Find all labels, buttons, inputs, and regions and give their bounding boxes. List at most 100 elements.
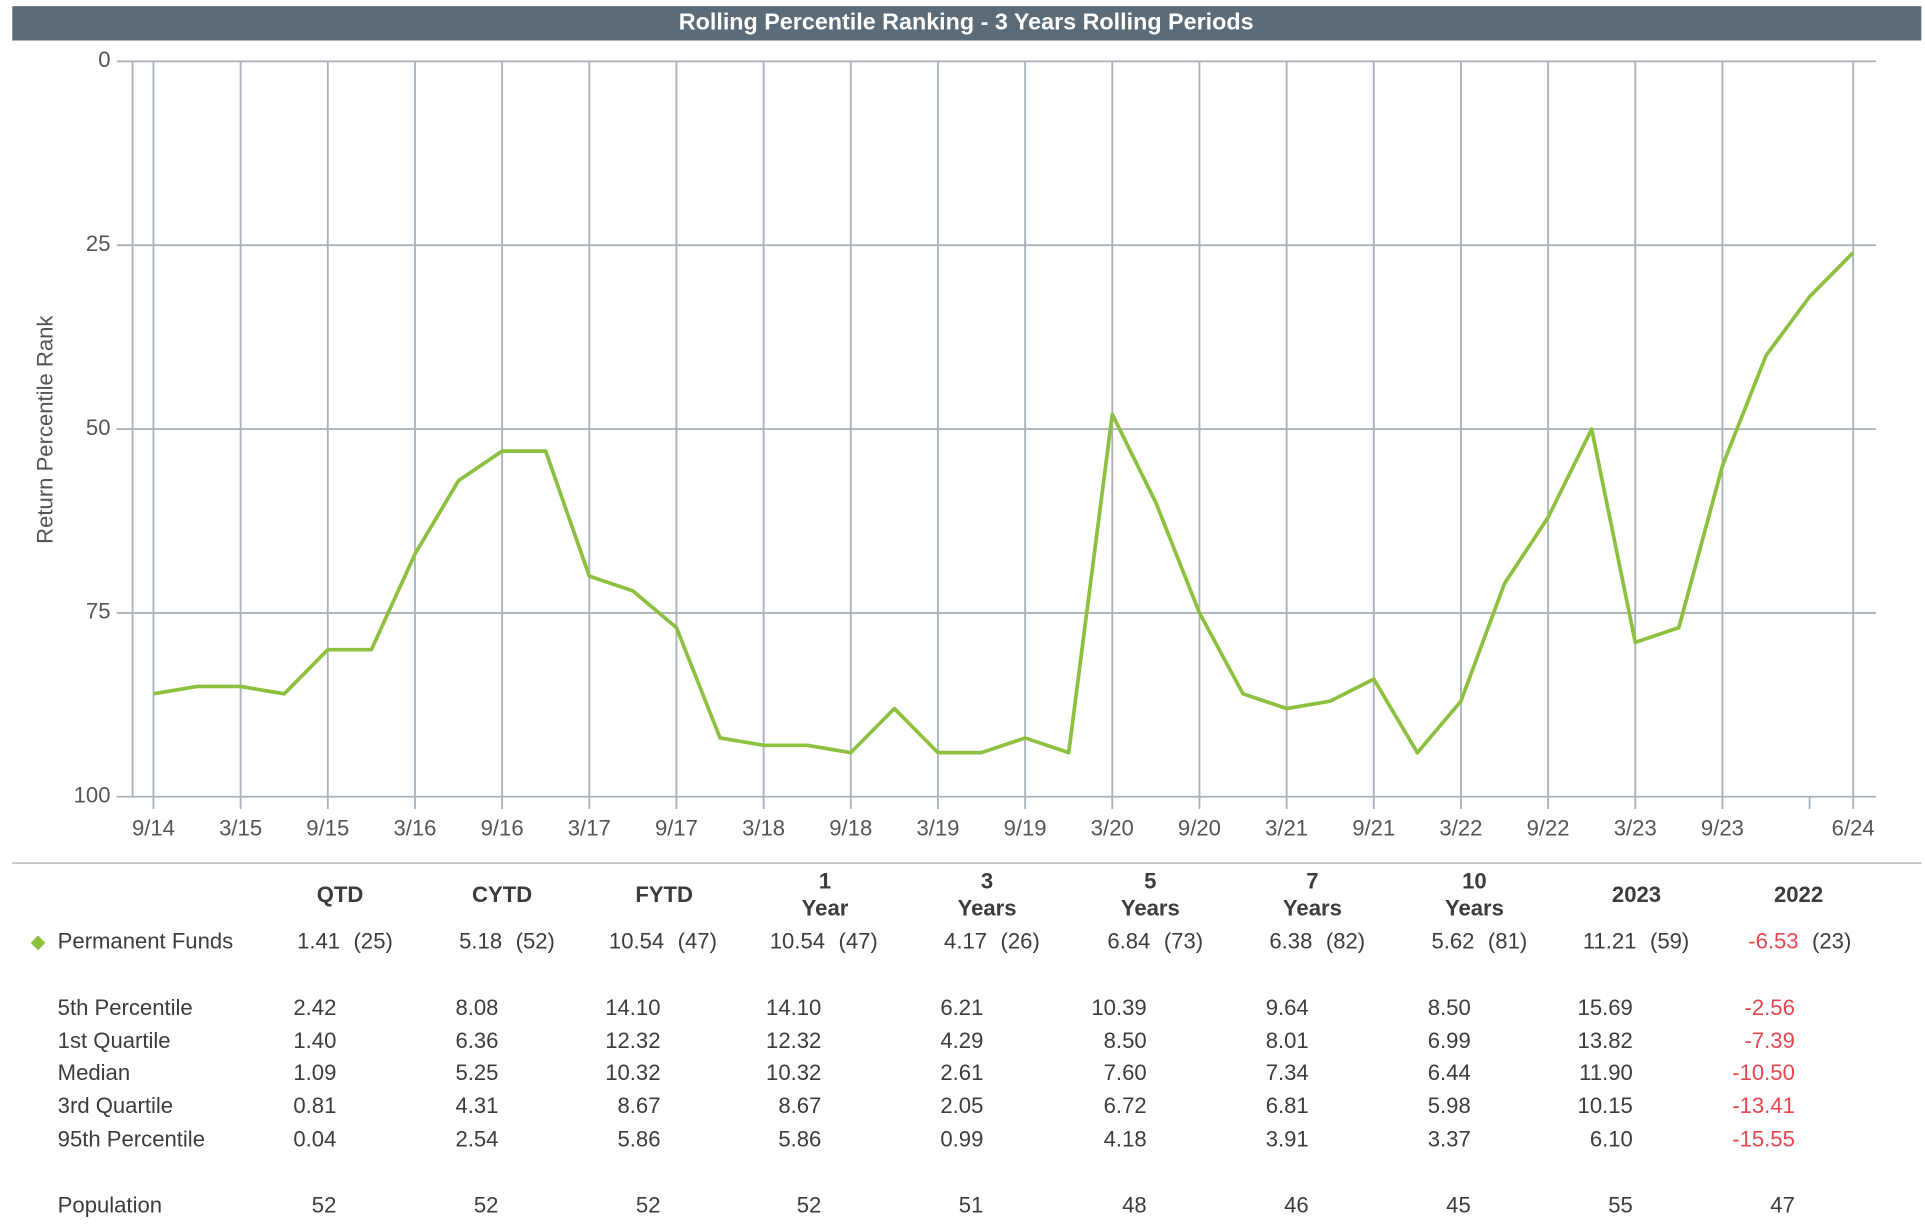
column-header: 3 <box>981 869 993 894</box>
column-header: 1 <box>819 869 831 894</box>
x-tick-label: 9/20 <box>1178 816 1221 841</box>
cell: 15.69 <box>1578 995 1633 1020</box>
x-tick-label: 9/21 <box>1352 816 1395 841</box>
cell: 5.86 <box>778 1126 821 1151</box>
cell: 6.81 <box>1266 1093 1309 1118</box>
cell: 5.98 <box>1428 1093 1471 1118</box>
cell: 6.72 <box>1104 1093 1147 1118</box>
fund-marker <box>30 935 46 951</box>
cell: 6.36 <box>455 1028 498 1053</box>
row-label: Population <box>58 1193 162 1218</box>
cell: 12.32 <box>605 1028 660 1053</box>
cell: 10.32 <box>605 1060 660 1085</box>
cell: 48 <box>1122 1193 1147 1218</box>
cell: 8.67 <box>778 1093 821 1118</box>
fund-rank: (82) <box>1326 929 1365 954</box>
column-header: FYTD <box>635 882 693 907</box>
cell: 4.29 <box>940 1028 983 1053</box>
title-bar <box>12 6 1922 41</box>
fund-value: 6.84 <box>1107 929 1150 954</box>
fund-rank: (23) <box>1812 929 1851 954</box>
x-tick-label: 9/14 <box>132 816 175 841</box>
x-tick-label: 9/19 <box>1004 816 1047 841</box>
column-header: Year <box>802 896 849 921</box>
column-header: 10 <box>1462 869 1487 894</box>
cell: 2.61 <box>940 1060 983 1085</box>
row-label: 1st Quartile <box>58 1028 171 1053</box>
fund-rank: (59) <box>1650 929 1689 954</box>
x-tick-label: 9/18 <box>829 816 872 841</box>
x-tick-label: 9/23 <box>1701 816 1744 841</box>
column-header: Years <box>1283 896 1342 921</box>
x-tick-label: 3/18 <box>742 816 785 841</box>
cell: 52 <box>636 1193 661 1218</box>
cell: 6.10 <box>1590 1126 1633 1151</box>
y-tick-label: 100 <box>74 783 111 808</box>
cell: 7.60 <box>1104 1060 1147 1085</box>
cell: 14.10 <box>605 995 660 1020</box>
cell: 8.67 <box>618 1093 661 1118</box>
fund-value: -6.53 <box>1748 929 1798 954</box>
column-header: 2022 <box>1774 882 1823 907</box>
cell: 3.37 <box>1428 1126 1471 1151</box>
cell: 8.08 <box>455 995 498 1020</box>
x-tick-label: 9/15 <box>306 816 349 841</box>
fund-value: 10.54 <box>770 929 825 954</box>
cell: 8.50 <box>1428 995 1471 1020</box>
y-tick-label: 50 <box>86 415 111 440</box>
cell: 10.39 <box>1091 995 1146 1020</box>
fund-value: 5.18 <box>459 929 502 954</box>
x-tick-label: 3/22 <box>1439 816 1482 841</box>
fund-value: 4.17 <box>944 929 987 954</box>
column-header: 2023 <box>1612 882 1661 907</box>
cell: 6.99 <box>1428 1028 1471 1053</box>
x-tick-label: 6/24 <box>1832 816 1875 841</box>
cell: 52 <box>797 1193 822 1218</box>
cell: 46 <box>1284 1193 1309 1218</box>
column-header: Years <box>958 896 1017 921</box>
column-header: QTD <box>317 882 364 907</box>
row-label: 3rd Quartile <box>58 1093 173 1118</box>
cell: 45 <box>1446 1193 1471 1218</box>
y-tick-label: 25 <box>86 231 111 256</box>
series-line <box>153 251 1855 755</box>
y-tick-label: 75 <box>86 599 111 624</box>
cell: 13.82 <box>1578 1028 1633 1053</box>
cell: 8.01 <box>1266 1028 1309 1053</box>
row-label: 5th Percentile <box>58 995 193 1020</box>
cell: 4.31 <box>455 1093 498 1118</box>
fund-value: 6.38 <box>1269 929 1312 954</box>
cell: 2.42 <box>293 995 336 1020</box>
fund-rank: (52) <box>516 929 555 954</box>
x-tick-label: 3/16 <box>393 816 436 841</box>
cell: 12.32 <box>766 1028 821 1053</box>
column-header: 5 <box>1144 869 1156 894</box>
x-tick-label: 3/23 <box>1614 816 1657 841</box>
cell: 1.40 <box>293 1028 336 1053</box>
cell: 2.05 <box>940 1093 983 1118</box>
cell: 55 <box>1608 1193 1633 1218</box>
column-header: 7 <box>1306 869 1318 894</box>
cell: 52 <box>312 1193 337 1218</box>
row-label: Median <box>58 1060 130 1085</box>
fund-value: 10.54 <box>609 929 664 954</box>
x-tick-label: 9/17 <box>655 816 698 841</box>
cell: 10.15 <box>1578 1093 1633 1118</box>
x-tick-label: 3/19 <box>916 816 959 841</box>
fund-rank: (47) <box>839 929 878 954</box>
cell: 14.10 <box>766 995 821 1020</box>
cell: 51 <box>959 1193 984 1218</box>
chart-title: Rolling Percentile Ranking - 3 Years Rol… <box>679 8 1254 34</box>
cell: 5.86 <box>618 1126 661 1151</box>
fund-value: 5.62 <box>1431 929 1474 954</box>
fund-rank: (25) <box>354 929 393 954</box>
cell: 0.04 <box>293 1126 336 1151</box>
cell: 0.81 <box>293 1093 336 1118</box>
fund-rank: (73) <box>1164 929 1203 954</box>
cell: 4.18 <box>1104 1126 1147 1151</box>
x-tick-label: 9/16 <box>481 816 524 841</box>
cell: 11.90 <box>1579 1060 1633 1085</box>
row-label: 95th Percentile <box>58 1126 205 1151</box>
x-tick-label: 3/17 <box>568 816 611 841</box>
x-tick-label: 3/15 <box>219 816 262 841</box>
